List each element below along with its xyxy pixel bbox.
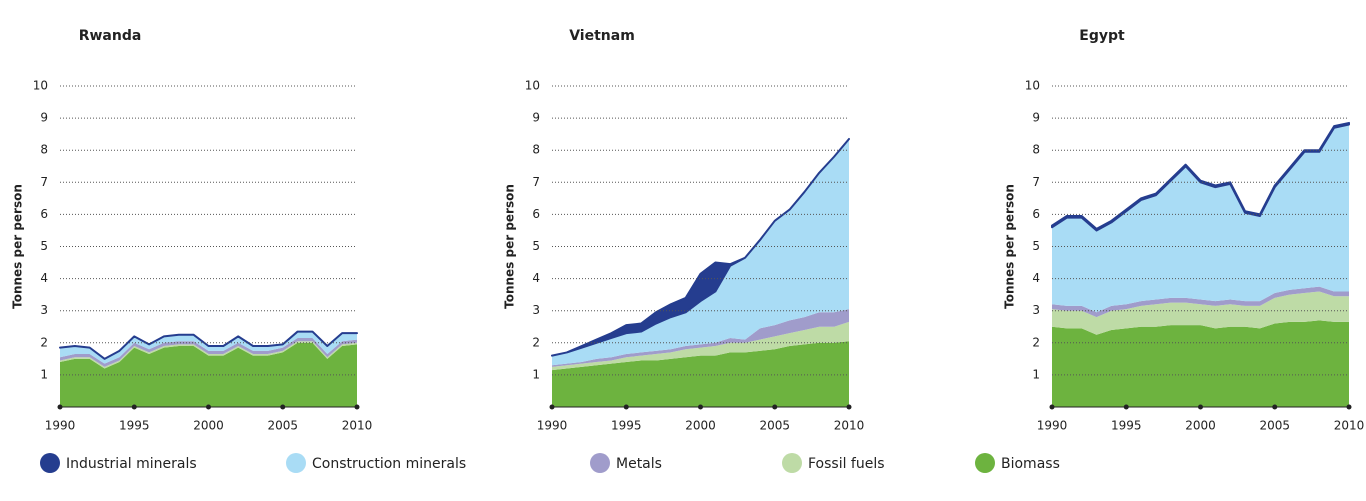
x-tick-label: 2010 [1334, 419, 1365, 433]
area [552, 321, 849, 371]
y-tick-label: 10 [525, 79, 540, 93]
y-tick-label: 10 [1025, 79, 1040, 93]
x-tick-mark [698, 404, 703, 410]
x-tick-mark [354, 404, 360, 410]
y-tick-label: 4 [40, 271, 48, 285]
x-tick-label: 2005 [1259, 419, 1290, 433]
x-tick-label: 1990 [45, 419, 76, 433]
legend-label: Industrial minerals [66, 456, 197, 472]
y-tick-label: 6 [40, 207, 48, 221]
area [552, 341, 849, 407]
x-tick-mark [1346, 404, 1352, 410]
y-tick-label: 2 [1032, 335, 1040, 349]
y-tick-label: 4 [532, 271, 540, 285]
x-tick-label: 2010 [342, 419, 373, 433]
x-tick-mark [57, 404, 63, 410]
x-tick-label: 1995 [611, 419, 642, 433]
legend-swatch [590, 453, 610, 473]
legend-label: Metals [616, 456, 662, 472]
x-tick-mark [549, 404, 555, 410]
y-tick-label: 5 [40, 239, 48, 253]
y-axis-label: Tonnes per person [1003, 184, 1017, 309]
y-tick-label: 3 [1032, 303, 1040, 317]
x-tick-label: 1995 [1111, 419, 1142, 433]
y-tick-label: 2 [532, 335, 540, 349]
y-tick-label: 9 [532, 111, 540, 125]
y-tick-label: 7 [532, 175, 540, 189]
area [552, 309, 849, 367]
y-tick-label: 7 [40, 175, 48, 189]
area [551, 137, 850, 357]
area [1052, 291, 1349, 335]
x-tick-label: 2000 [193, 419, 224, 433]
y-axis-label: Tonnes per person [11, 184, 25, 309]
legend-label: Biomass [1001, 456, 1060, 472]
x-tick-mark [1198, 404, 1203, 410]
area [1051, 121, 1350, 232]
x-tick-mark [772, 404, 778, 410]
y-tick-label: 9 [1032, 111, 1040, 125]
y-tick-label: 6 [1032, 207, 1040, 221]
area [552, 138, 849, 366]
y-tick-label: 1 [1032, 367, 1040, 381]
chart-title: Vietnam [569, 28, 635, 44]
y-tick-label: 5 [1032, 239, 1040, 253]
y-tick-label: 8 [532, 143, 540, 157]
x-tick-mark [1123, 404, 1129, 410]
y-tick-label: 4 [1032, 271, 1040, 285]
area [59, 330, 358, 360]
y-tick-label: 3 [532, 303, 540, 317]
x-tick-label: 2005 [267, 419, 298, 433]
x-tick-label: 2010 [834, 419, 865, 433]
area [1052, 124, 1349, 313]
x-tick-label: 1990 [537, 419, 568, 433]
x-tick-mark [846, 404, 852, 410]
y-tick-label: 5 [532, 239, 540, 253]
y-tick-label: 3 [40, 303, 48, 317]
area [60, 341, 357, 369]
x-tick-label: 1995 [119, 419, 150, 433]
x-tick-label: 2000 [1185, 419, 1216, 433]
area [60, 342, 357, 407]
chart-title: Rwanda [79, 28, 142, 44]
y-tick-label: 8 [1032, 143, 1040, 157]
x-tick-label: 1990 [1037, 419, 1068, 433]
y-tick-label: 1 [40, 367, 48, 381]
legend-swatch [975, 453, 995, 473]
y-axis-label: Tonnes per person [503, 184, 517, 309]
x-tick-mark [280, 404, 286, 410]
y-tick-label: 7 [1032, 175, 1040, 189]
legend-swatch [782, 453, 802, 473]
x-tick-mark [206, 404, 211, 410]
y-tick-label: 2 [40, 335, 48, 349]
x-tick-mark [1272, 404, 1278, 410]
area [60, 337, 357, 367]
area [60, 331, 357, 364]
legend-label: Fossil fuels [808, 456, 885, 472]
y-tick-label: 9 [40, 111, 48, 125]
y-tick-label: 6 [532, 207, 540, 221]
x-tick-label: 2000 [685, 419, 716, 433]
y-tick-label: 8 [40, 143, 48, 157]
x-tick-mark [623, 404, 629, 410]
x-tick-label: 2005 [759, 419, 790, 433]
area [1052, 286, 1349, 318]
chart-title: Egypt [1079, 28, 1125, 44]
legend-label: Construction minerals [312, 456, 466, 472]
x-tick-mark [1049, 404, 1055, 410]
y-tick-label: 10 [33, 79, 48, 93]
y-tick-label: 1 [532, 367, 540, 381]
legend-swatch [40, 453, 60, 473]
legend-swatch [286, 453, 306, 473]
area [1052, 320, 1349, 407]
x-tick-mark [131, 404, 137, 410]
